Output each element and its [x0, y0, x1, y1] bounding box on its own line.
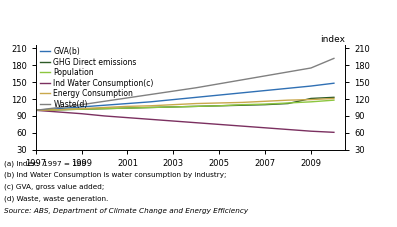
Population: [240, 103, 245, 106]
Line: Waste(d): Waste(d): [36, 58, 334, 110]
GHG Direct emissions: [148, 106, 153, 109]
Ind Water Consumption(c): [171, 120, 176, 122]
Ind Water Consumption(c): [308, 130, 313, 133]
Text: (a) Index:  1997 = 100: (a) Index: 1997 = 100: [4, 160, 86, 167]
Line: GHG Direct emissions: GHG Direct emissions: [36, 97, 334, 110]
Population: [286, 102, 291, 104]
Energy Consumption: [56, 108, 61, 111]
Ind Water Consumption(c): [56, 111, 61, 113]
Line: GVA(b): GVA(b): [36, 83, 334, 110]
GHG Direct emissions: [56, 108, 61, 111]
Waste(d): [33, 109, 38, 112]
Ind Water Consumption(c): [217, 123, 222, 126]
Energy Consumption: [217, 102, 222, 104]
Waste(d): [286, 71, 291, 73]
GHG Direct emissions: [79, 108, 84, 111]
Ind Water Consumption(c): [240, 125, 245, 128]
Population: [33, 109, 38, 112]
GHG Direct emissions: [125, 107, 130, 109]
Energy Consumption: [79, 107, 84, 110]
Population: [171, 106, 176, 108]
Ind Water Consumption(c): [331, 131, 336, 134]
Waste(d): [102, 100, 107, 103]
Population: [102, 107, 107, 110]
GVA(b): [56, 107, 61, 110]
Energy Consumption: [308, 98, 313, 101]
GHG Direct emissions: [33, 109, 38, 112]
Line: Ind Water Consumption(c): Ind Water Consumption(c): [36, 110, 334, 132]
GHG Direct emissions: [171, 106, 176, 108]
GHG Direct emissions: [194, 105, 198, 108]
GVA(b): [263, 89, 268, 92]
GHG Direct emissions: [217, 104, 222, 107]
Line: Energy Consumption: Energy Consumption: [36, 99, 334, 110]
Ind Water Consumption(c): [125, 116, 130, 119]
Energy Consumption: [125, 105, 130, 108]
Waste(d): [331, 57, 336, 60]
GVA(b): [102, 104, 107, 107]
GHG Direct emissions: [308, 97, 313, 100]
Population: [331, 99, 336, 101]
Population: [263, 103, 268, 106]
GVA(b): [217, 94, 222, 96]
GVA(b): [331, 82, 336, 85]
Waste(d): [263, 74, 268, 77]
Ind Water Consumption(c): [79, 112, 84, 115]
Energy Consumption: [194, 102, 198, 105]
Waste(d): [240, 79, 245, 81]
Population: [148, 106, 153, 109]
Population: [125, 107, 130, 109]
Energy Consumption: [102, 106, 107, 109]
Ind Water Consumption(c): [33, 109, 38, 112]
Energy Consumption: [171, 103, 176, 106]
Waste(d): [217, 82, 222, 85]
Ind Water Consumption(c): [286, 128, 291, 131]
Ind Water Consumption(c): [194, 121, 198, 124]
Waste(d): [79, 103, 84, 106]
Text: Source: ABS, Department of Climate Change and Energy Efficiency: Source: ABS, Department of Climate Chang…: [4, 208, 248, 215]
Text: index: index: [320, 35, 345, 44]
GHG Direct emissions: [263, 103, 268, 106]
Line: Population: Population: [36, 100, 334, 110]
GVA(b): [240, 91, 245, 94]
Energy Consumption: [33, 109, 38, 112]
GVA(b): [33, 109, 38, 112]
GHG Direct emissions: [331, 96, 336, 99]
Population: [79, 108, 84, 111]
Energy Consumption: [331, 97, 336, 100]
Population: [217, 104, 222, 107]
Text: (d) Waste, waste generation.: (d) Waste, waste generation.: [4, 195, 108, 202]
Population: [194, 105, 198, 108]
Waste(d): [56, 106, 61, 109]
GVA(b): [308, 85, 313, 87]
GVA(b): [171, 98, 176, 101]
Energy Consumption: [263, 100, 268, 103]
GHG Direct emissions: [240, 104, 245, 107]
GVA(b): [125, 102, 130, 105]
Waste(d): [148, 93, 153, 96]
Ind Water Consumption(c): [148, 118, 153, 121]
GVA(b): [286, 87, 291, 90]
GVA(b): [148, 101, 153, 103]
Text: (c) GVA, gross value added;: (c) GVA, gross value added;: [4, 184, 104, 190]
Waste(d): [308, 67, 313, 69]
GHG Direct emissions: [102, 107, 107, 110]
Legend: GVA(b), GHG Direct emissions, Population, Ind Water Consumption(c), Energy Consu: GVA(b), GHG Direct emissions, Population…: [40, 47, 154, 109]
Energy Consumption: [240, 101, 245, 104]
Ind Water Consumption(c): [263, 126, 268, 129]
GVA(b): [79, 106, 84, 108]
Energy Consumption: [286, 99, 291, 101]
Population: [308, 101, 313, 103]
Text: (b) Ind Water Consumption is water consumption by industry;: (b) Ind Water Consumption is water consu…: [4, 172, 226, 178]
Energy Consumption: [148, 104, 153, 107]
Waste(d): [194, 86, 198, 89]
Waste(d): [171, 90, 176, 92]
Population: [56, 108, 61, 111]
Waste(d): [125, 96, 130, 99]
GVA(b): [194, 96, 198, 99]
GHG Direct emissions: [286, 102, 291, 105]
Ind Water Consumption(c): [102, 115, 107, 117]
